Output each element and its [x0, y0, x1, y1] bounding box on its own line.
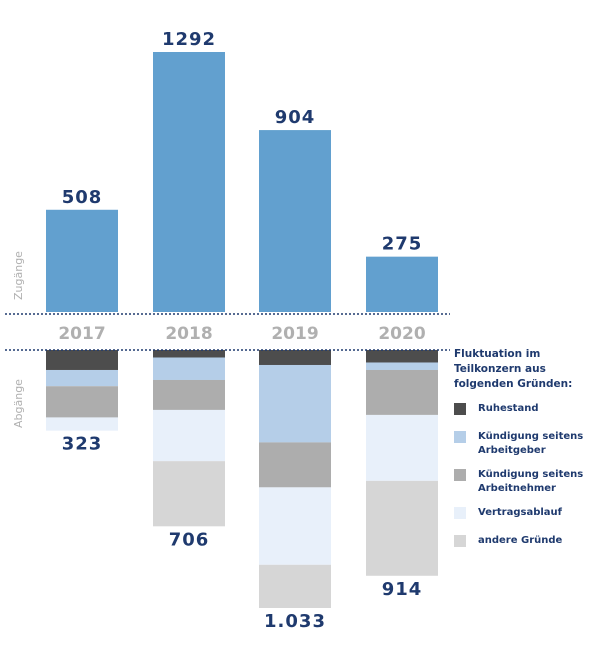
zugaenge-value-2018: 1292: [162, 29, 216, 50]
zugaenge-bar-2019: [259, 130, 331, 312]
legend-item-4: andere Gründe: [454, 534, 600, 562]
abgaenge-segment-2020-3: [366, 414, 438, 481]
abgaenge-segment-2017-1: [46, 369, 118, 387]
legend-title: Fluktuation im Teilkonzern aus folgenden…: [454, 348, 573, 390]
abgaenge-segment-2018-2: [153, 379, 225, 410]
abgaenge-axis-label: Abgänge: [12, 379, 25, 428]
zugaenge-bar-2018: [153, 52, 225, 312]
zugaenge-bar-2020: [366, 256, 438, 312]
year-label-2020: 2020: [378, 324, 425, 344]
abgaenge-total-2017: 323: [62, 434, 103, 455]
abgaenge-total-2018: 706: [169, 529, 210, 550]
legend-item-1: Kündigung seitens Arbeitgeber: [454, 430, 600, 468]
abgaenge-segment-2019-2: [259, 442, 331, 488]
zugaenge-value-2020: 275: [382, 234, 423, 255]
legend-label: Kündigung seitens Arbeitnehmer: [478, 469, 584, 494]
legend-swatch: [454, 469, 466, 481]
abgaenge-segment-2019-4: [259, 564, 331, 608]
abgaenge-bars: [46, 350, 438, 608]
abgaenge-segment-2017-3: [46, 417, 118, 431]
legend-swatch: [454, 507, 466, 519]
year-label-2018: 2018: [165, 324, 212, 344]
abgaenge-segment-2018-4: [153, 461, 225, 527]
abgaenge-segment-2019-3: [259, 487, 331, 565]
abgaenge-segment-2019-0: [259, 350, 331, 365]
legend-swatch: [454, 403, 466, 415]
legend-swatch: [454, 535, 466, 547]
legend: Fluktuation im Teilkonzern aus folgenden…: [454, 347, 600, 562]
abgaenge-segment-2020-4: [366, 480, 438, 576]
legend-label: Kündigung seitens Arbeitgeber: [478, 431, 584, 456]
abgaenge-segment-2020-2: [366, 369, 438, 415]
zugaenge-value-2017: 508: [62, 187, 103, 208]
abgaenge-total-2020: 914: [382, 579, 423, 600]
abgaenge-segment-2017-2: [46, 386, 118, 418]
abgaenge-total-2019: 1.033: [264, 611, 326, 632]
abgaenge-segment-2020-1: [366, 362, 438, 370]
abgaenge-segment-2019-1: [259, 364, 331, 443]
zugaenge-bars: [46, 52, 438, 312]
legend-item-2: Kündigung seitens Arbeitnehmer: [454, 468, 600, 506]
legend-label: Vertragsablauf: [478, 507, 563, 518]
abgaenge-segment-2018-3: [153, 409, 225, 462]
abgaenge-segment-2018-1: [153, 357, 225, 380]
zugaenge-value-2019: 904: [275, 107, 316, 128]
legend-items: Ruhestand Kündigung seitens Arbeitgeber Kü…: [454, 402, 600, 562]
zugaenge-axis-label: Zugänge: [12, 251, 25, 300]
legend-label: andere Gründe: [478, 535, 563, 546]
abgaenge-segment-2017-0: [46, 350, 118, 370]
abgaenge-segment-2020-0: [366, 350, 438, 363]
legend-label: Ruhestand: [478, 403, 539, 414]
legend-item-3: Vertragsablauf: [454, 506, 600, 534]
chart-labels: 508 2017 323 1292 2018 706 904 2019 1.033 275 2020…: [58, 29, 425, 632]
year-label-2019: 2019: [271, 324, 318, 344]
abgaenge-segment-2018-0: [153, 350, 225, 358]
year-label-2017: 2017: [58, 324, 105, 344]
legend-swatch: [454, 431, 466, 443]
zugaenge-bar-2017: [46, 209, 118, 312]
legend-item-0: Ruhestand: [454, 402, 600, 430]
